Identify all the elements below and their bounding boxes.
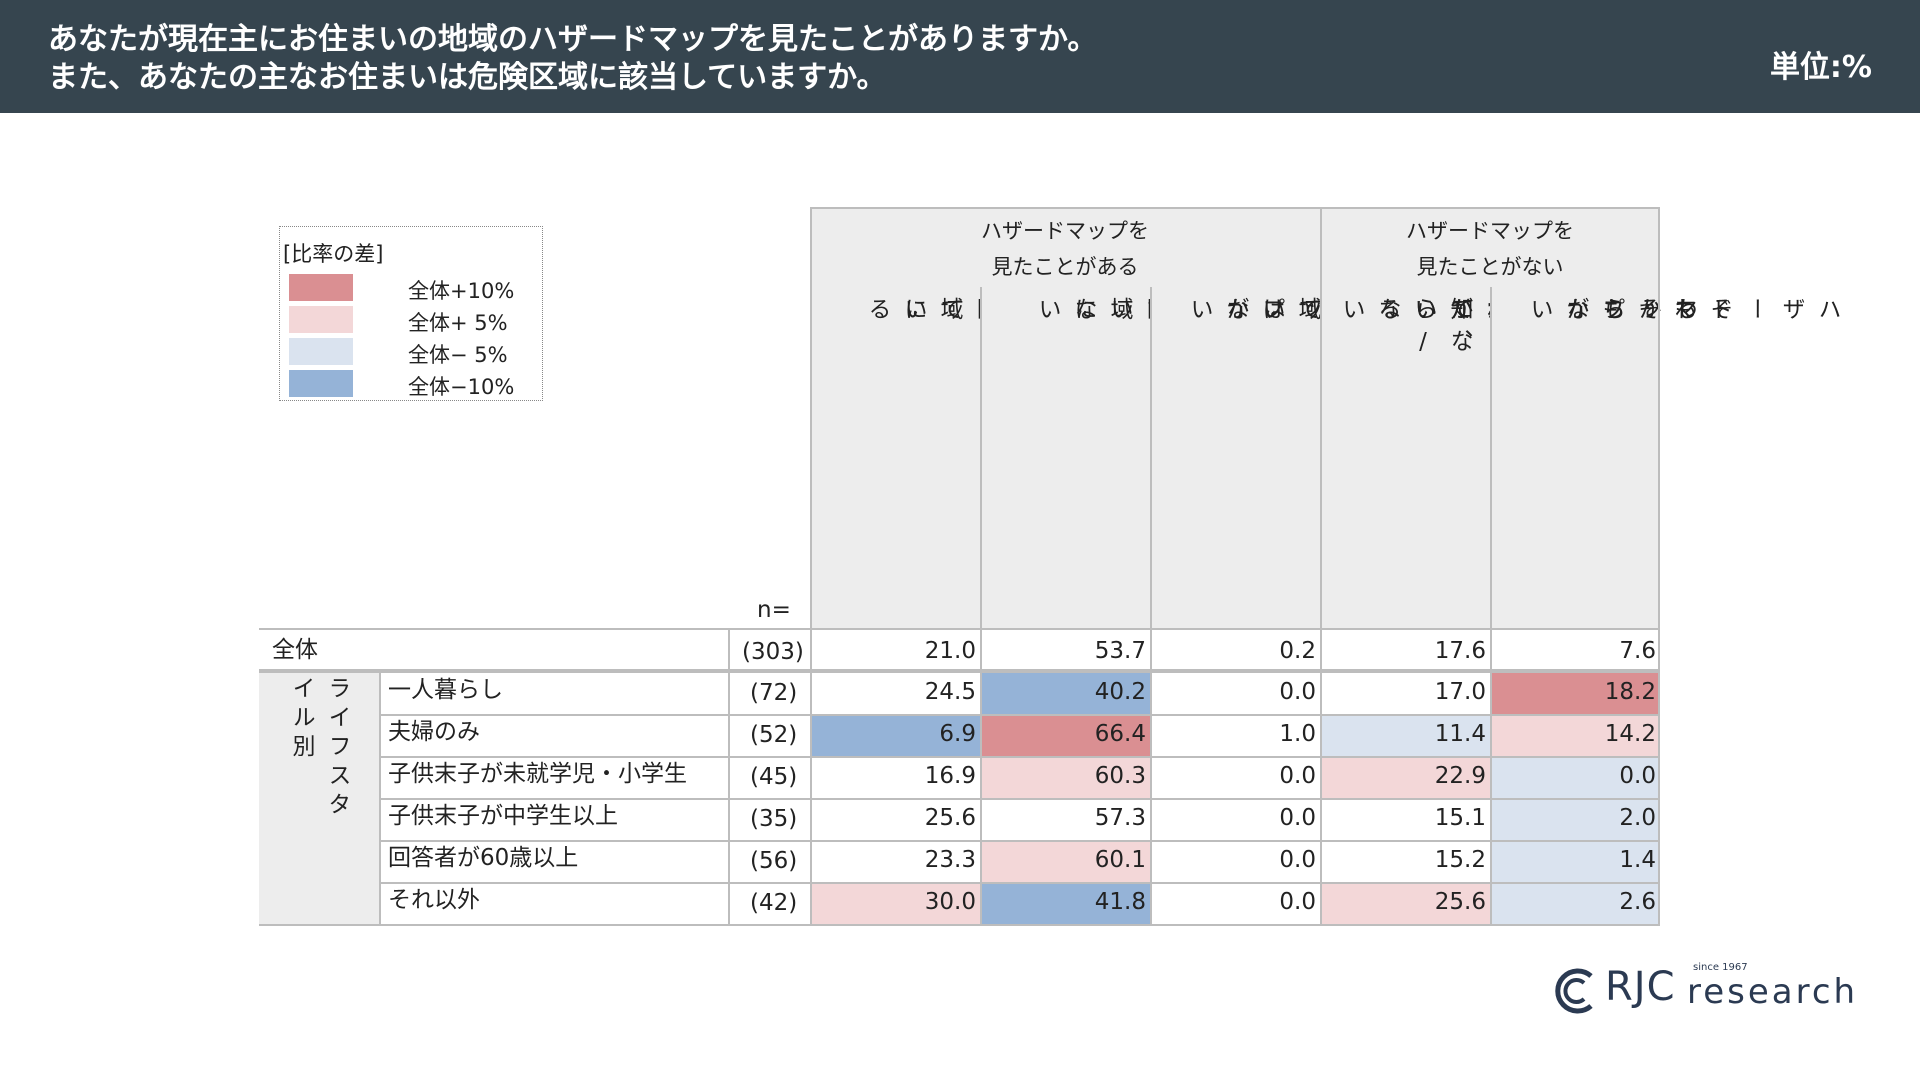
column-subheader-bg — [1320, 287, 1490, 628]
grid-line-row — [379, 714, 1660, 716]
total-value-cell: 17.6 — [1434, 638, 1486, 664]
column-header-text: そもそも — [1598, 297, 1732, 329]
column-group-header: ハザードマップを 見たことがある — [810, 209, 1320, 287]
row-n: (56) — [750, 848, 798, 874]
value-cell: 60.3 — [980, 756, 1150, 798]
row-label: 子供末子が中学生以上 — [388, 803, 618, 829]
value-cell: 0.0 — [1150, 840, 1320, 882]
value-cell: 22.9 — [1320, 756, 1490, 798]
legend-swatch-plus5 — [289, 306, 353, 333]
value-cell: 30.0 — [810, 882, 980, 924]
grid-line-row — [379, 798, 1660, 800]
value-cell: 14.2 — [1490, 714, 1660, 756]
rjc-research-logo: RJC since 1967 research — [1553, 960, 1855, 1020]
total-row-label: 全体 — [272, 637, 318, 663]
legend-title: [比率の差] — [283, 242, 384, 266]
value-cell: 41.8 — [980, 882, 1150, 924]
rjc-logo-mark-icon — [1555, 968, 1593, 1014]
value-cell: 15.2 — [1320, 840, 1490, 882]
column-header-text: ハザードマップが — [1562, 297, 1840, 329]
legend-swatch-minus5 — [289, 338, 353, 365]
value-cell: 2.6 — [1490, 882, 1660, 924]
column-group-header: ハザードマップを 見たことがない — [1320, 209, 1660, 287]
legend: [比率の差] 全体+10% 全体+ 5% 全体− 5% 全体−10% — [279, 226, 543, 401]
value-cell: 25.6 — [1320, 882, 1490, 924]
column-subheader-bg — [810, 287, 980, 628]
grid-line-col-light — [1150, 287, 1152, 924]
title-bar: あなたが現在主にお住まいの地域のハザードマップを見たことがありますか。 また、あ… — [0, 0, 1920, 113]
grid-line-n — [728, 628, 730, 926]
grid-line-row — [379, 882, 1660, 884]
total-value-cell: 21.0 — [924, 638, 976, 664]
total-value-cell: 53.7 — [1094, 638, 1146, 664]
grid-line-col — [1658, 207, 1660, 926]
title-line-2: また、あなたの主なお住まいは危険区域に該当していますか。 — [48, 60, 887, 95]
value-cell: 0.0 — [1150, 798, 1320, 840]
value-cell: 18.2 — [1490, 672, 1660, 714]
value-cell: 17.0 — [1320, 672, 1490, 714]
value-cell: 0.0 — [1150, 672, 1320, 714]
row-n: (52) — [750, 722, 798, 748]
legend-label-plus10: 全体+10% — [408, 279, 515, 303]
row-label: 一人暮らし — [388, 677, 503, 703]
value-cell: 1.4 — [1490, 840, 1660, 882]
value-cell: 40.2 — [980, 672, 1150, 714]
value-cell: 11.4 — [1320, 714, 1490, 756]
column-subheader-bg — [1150, 287, 1320, 628]
row-label: 回答者が60歳以上 — [388, 845, 579, 871]
value-cell: 57.3 — [980, 798, 1150, 840]
value-cell: 1.0 — [1150, 714, 1320, 756]
value-cell: 0.0 — [1150, 756, 1320, 798]
total-row-n: (303) — [742, 639, 804, 665]
column-header-text: わからない — [1526, 297, 1696, 329]
legend-label-minus10: 全体−10% — [408, 375, 515, 399]
logo-since: since 1967 — [1693, 962, 1748, 973]
total-value-cell: 0.2 — [1279, 638, 1316, 664]
grid-line-bottom — [259, 924, 1660, 926]
grid-line-row — [379, 756, 1660, 758]
value-cell: 66.4 — [980, 714, 1150, 756]
row-n: (72) — [750, 680, 798, 706]
column-subheader-bg — [1490, 287, 1660, 628]
logo-rjc: RJC — [1605, 964, 1676, 1010]
grid-line-segment — [379, 672, 381, 924]
segment-label: ライフスタイル別 — [288, 676, 350, 821]
logo-research: research — [1687, 972, 1859, 1012]
row-label: 夫婦のみ — [388, 719, 480, 745]
grid-line-row — [379, 840, 1660, 842]
row-n: (42) — [750, 890, 798, 916]
value-cell: 6.9 — [810, 714, 980, 756]
legend-label-minus5: 全体− 5% — [408, 343, 508, 367]
row-label: それ以外 — [388, 887, 480, 913]
row-n: (35) — [750, 806, 798, 832]
legend-swatch-minus10 — [289, 370, 353, 397]
grid-line-top — [810, 207, 1660, 209]
title-line-1: あなたが現在主にお住まいの地域のハザードマップを見たことがありますか。 — [48, 22, 1098, 57]
grid-line-total-bottom-2 — [259, 669, 1660, 671]
value-cell: 2.0 — [1490, 798, 1660, 840]
value-cell: 23.3 — [810, 840, 980, 882]
n-label: n= — [757, 597, 791, 623]
segment-label-bg — [259, 672, 379, 924]
grid-line-col — [1320, 207, 1322, 926]
value-cell: 60.1 — [980, 840, 1150, 882]
row-n: (45) — [750, 764, 798, 790]
value-cell: 24.5 — [810, 672, 980, 714]
legend-label-plus5: 全体+ 5% — [408, 311, 508, 335]
grid-line-total-top — [259, 628, 1660, 630]
legend-swatch-plus10 — [289, 274, 353, 301]
unit-label: 単位:% — [1769, 50, 1872, 85]
value-cell: 0.0 — [1490, 756, 1660, 798]
value-cell: 16.9 — [810, 756, 980, 798]
value-cell: 0.0 — [1150, 882, 1320, 924]
grid-line-total-bottom — [259, 671, 1660, 673]
grid-line-col-light — [980, 287, 982, 924]
value-cell: 25.6 — [810, 798, 980, 840]
value-cell: 15.1 — [1320, 798, 1490, 840]
row-label: 子供末子が未就学児・小学生 — [388, 761, 687, 787]
total-value-cell: 7.6 — [1619, 638, 1656, 664]
grid-line-col-light — [1490, 287, 1492, 924]
column-subheader-bg — [980, 287, 1150, 628]
grid-line-col — [810, 207, 812, 926]
